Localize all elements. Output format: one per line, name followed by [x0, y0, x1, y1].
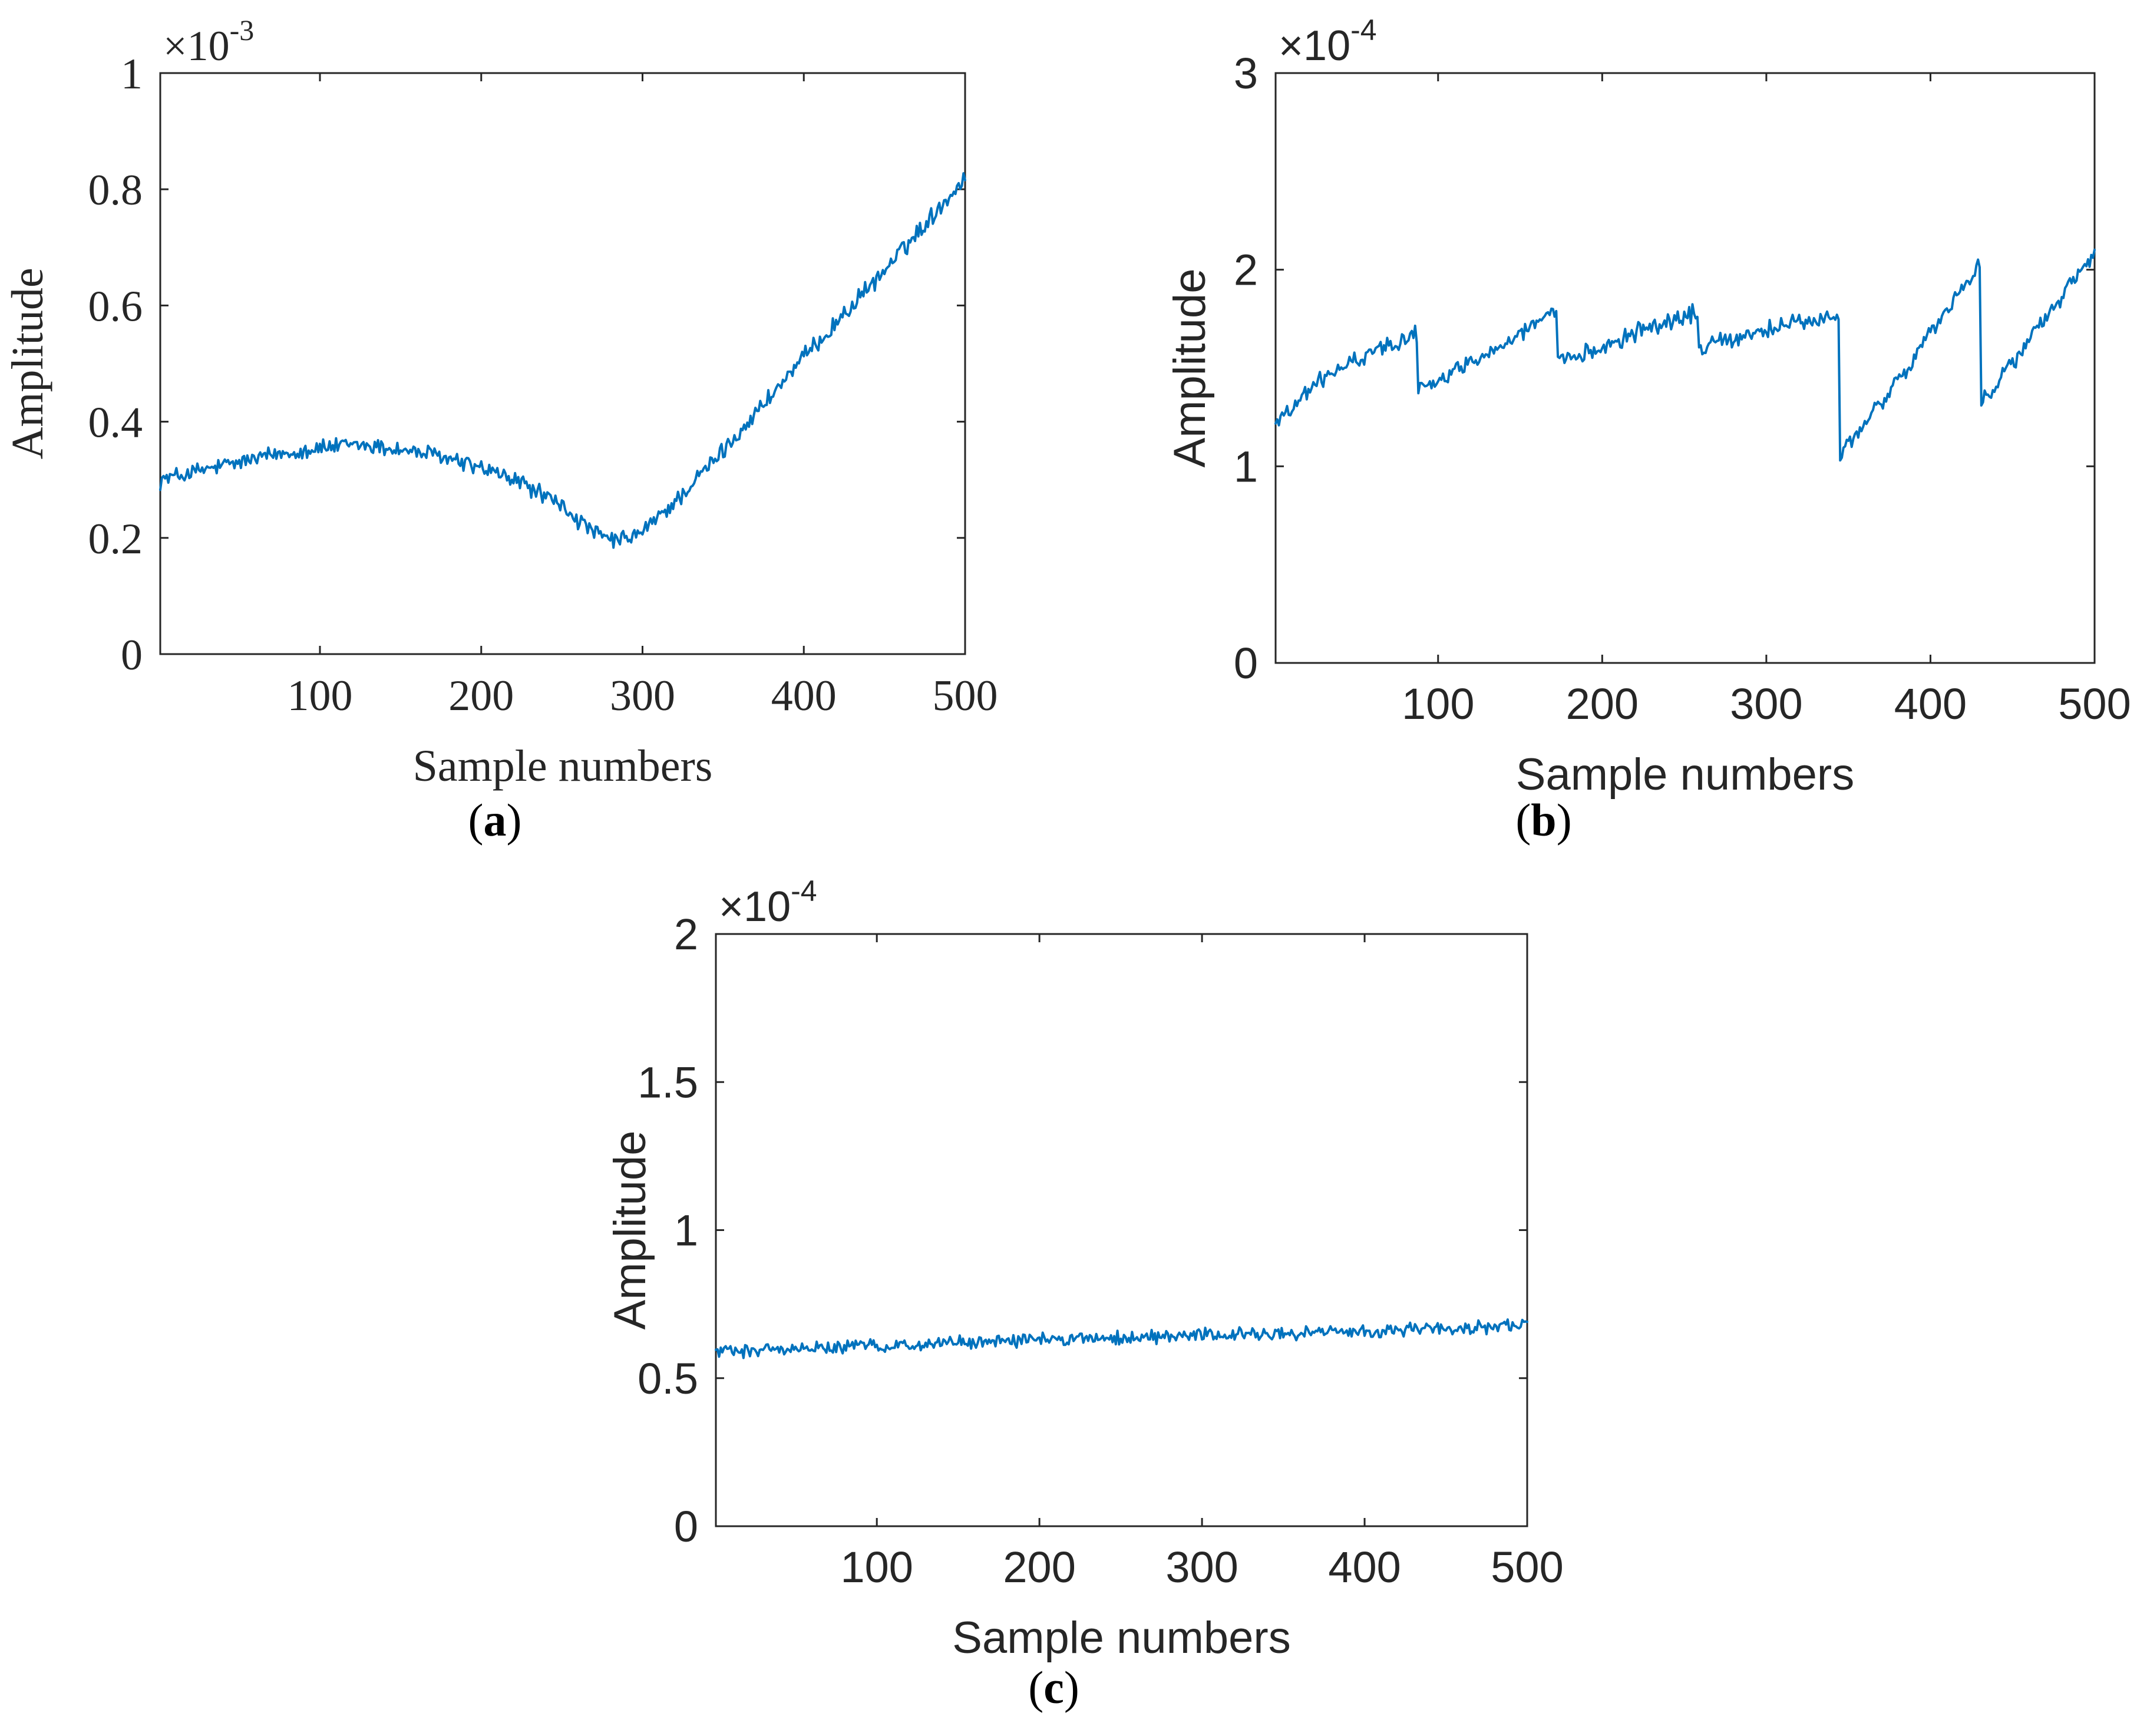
x-tick-label: 200 [1566, 679, 1639, 728]
x-tick-label: 500 [933, 672, 998, 720]
y-axis-label: Amplitude [3, 268, 52, 459]
x-tick-label: 400 [1328, 1543, 1401, 1592]
y-tick-label: 0 [1234, 639, 1258, 688]
y-tick-label: 0 [121, 631, 143, 679]
chart-b: 100 200 300 400 500 0 1 2 3 ×10-4 Sample numbers Am… [1165, 14, 2131, 846]
y-tick-label: 1 [1234, 442, 1258, 491]
x-axis-label: Sample numbers [952, 1613, 1291, 1663]
y-tick-label: 1.5 [638, 1058, 698, 1107]
chart-a: 100 200 300 400 500 0 0.2 0.4 0.6 0.8 1 ×10-3 Sample… [3, 14, 998, 846]
plot-frame [715, 933, 1528, 1527]
chart-c: 100 200 300 400 500 0 0.5 1 1.5 2 ×10-4 Sample numb… [605, 874, 1564, 1713]
y-tick-label: 0 [674, 1502, 698, 1551]
x-tick-label: 300 [610, 672, 675, 720]
panel-label: (c) [1028, 1662, 1079, 1713]
panel-label: (a) [468, 794, 522, 846]
y-tick-label: 0.4 [88, 399, 143, 447]
x-tick-label: 400 [771, 672, 837, 720]
axis-exponent-label: ×10-3 [163, 14, 254, 70]
y-axis-label: Amplitude [605, 1131, 655, 1330]
series-line-a [159, 172, 966, 549]
axis-exponent-label: ×10-4 [719, 874, 817, 930]
y-tick-label: 1 [121, 50, 143, 98]
x-tick-label: 100 [288, 672, 353, 720]
x-tick-label: 200 [448, 672, 514, 720]
x-tick-label: 100 [840, 1543, 913, 1592]
x-tick-label: 100 [1402, 679, 1474, 728]
plot-frame [159, 72, 966, 655]
x-tick-label: 200 [1003, 1543, 1075, 1592]
y-tick-label: 3 [1234, 49, 1258, 98]
x-tick-label: 500 [2058, 679, 2131, 728]
series-line-c [715, 1318, 1528, 1359]
y-tick-label: 0.6 [88, 282, 143, 331]
y-tick-label: 0.8 [88, 166, 143, 214]
y-tick-label: 0.5 [638, 1354, 698, 1403]
plot-frame [1274, 72, 2096, 664]
y-tick-label: 2 [1234, 246, 1258, 295]
y-tick-label: 1 [674, 1206, 698, 1255]
x-tick-label: 300 [1730, 679, 1802, 728]
x-axis-label: Sample numbers [413, 741, 713, 791]
y-tick-label: 2 [674, 910, 698, 959]
panel-label: (b) [1515, 794, 1571, 846]
y-axis-label: Amplitude [1165, 269, 1215, 468]
x-tick-label: 300 [1165, 1543, 1238, 1592]
x-axis-label: Sample numbers [1516, 750, 1855, 800]
axis-exponent-label: ×10-4 [1279, 14, 1377, 70]
x-tick-label: 500 [1491, 1543, 1563, 1592]
x-tick-label: 400 [1894, 679, 1967, 728]
y-tick-label: 0.2 [88, 515, 143, 563]
series-line-b [1274, 248, 2096, 462]
